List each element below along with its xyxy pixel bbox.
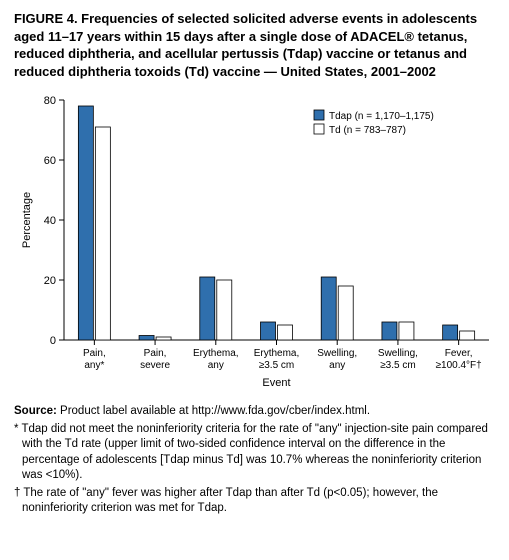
x-cat-label: Swelling, bbox=[317, 348, 357, 359]
y-tick-label: 0 bbox=[50, 335, 56, 347]
bar-td bbox=[399, 322, 414, 340]
footnotes: Source: Product label available at http:… bbox=[14, 404, 495, 517]
x-cat-label: any* bbox=[84, 360, 104, 371]
x-cat-label: Erythema, bbox=[254, 348, 300, 359]
source-line: Source: Product label available at http:… bbox=[14, 404, 495, 420]
x-cat-label: Fever, bbox=[445, 348, 473, 359]
x-cat-label: severe bbox=[140, 360, 170, 371]
y-tick-label: 40 bbox=[44, 215, 56, 227]
bar-tdap bbox=[261, 322, 276, 340]
bar-tdap bbox=[382, 322, 397, 340]
bar-tdap bbox=[443, 325, 458, 340]
x-cat-label: Pain, bbox=[144, 348, 167, 359]
x-cat-label: Swelling, bbox=[378, 348, 418, 359]
y-tick-label: 80 bbox=[44, 95, 56, 107]
figure-title: FIGURE 4. Frequencies of selected solici… bbox=[14, 10, 495, 80]
bar-td bbox=[156, 337, 171, 340]
bar-td bbox=[95, 127, 110, 340]
legend-label: Tdap (n = 1,170–1,175) bbox=[329, 111, 434, 122]
chart-svg: 020406080PercentagePain,any*Pain,severeE… bbox=[14, 90, 494, 390]
y-axis-label: Percentage bbox=[21, 192, 33, 248]
x-cat-label: Pain, bbox=[83, 348, 106, 359]
source-label: Source: bbox=[14, 405, 57, 417]
x-cat-label: ≥3.5 cm bbox=[259, 360, 295, 371]
bar-td bbox=[460, 331, 475, 340]
x-cat-label: any bbox=[208, 360, 224, 371]
footnote-star: * Tdap did not meet the noninferiority c… bbox=[14, 422, 495, 484]
bar-td bbox=[278, 325, 293, 340]
x-cat-label: ≥3.5 cm bbox=[380, 360, 416, 371]
bar-chart: 020406080PercentagePain,any*Pain,severeE… bbox=[14, 90, 494, 390]
x-cat-label: any bbox=[329, 360, 345, 371]
source-text: Product label available at http://www.fd… bbox=[57, 405, 370, 417]
bar-tdap bbox=[78, 106, 93, 340]
x-cat-label: Erythema, bbox=[193, 348, 239, 359]
bar-tdap bbox=[139, 336, 154, 341]
bar-tdap bbox=[200, 277, 215, 340]
legend-swatch bbox=[314, 124, 324, 134]
bar-td bbox=[338, 286, 353, 340]
legend-label: Td (n = 783–787) bbox=[329, 125, 406, 136]
footnote-dagger: † The rate of "any" fever was higher aft… bbox=[14, 486, 495, 517]
figure-container: { "title": "FIGURE 4. Frequencies of sel… bbox=[0, 0, 509, 529]
y-tick-label: 60 bbox=[44, 155, 56, 167]
legend-swatch bbox=[314, 110, 324, 120]
bar-tdap bbox=[321, 277, 336, 340]
bar-td bbox=[217, 280, 232, 340]
x-axis-label: Event bbox=[262, 377, 290, 389]
y-tick-label: 20 bbox=[44, 275, 56, 287]
x-cat-label: ≥100.4°F† bbox=[436, 360, 482, 371]
